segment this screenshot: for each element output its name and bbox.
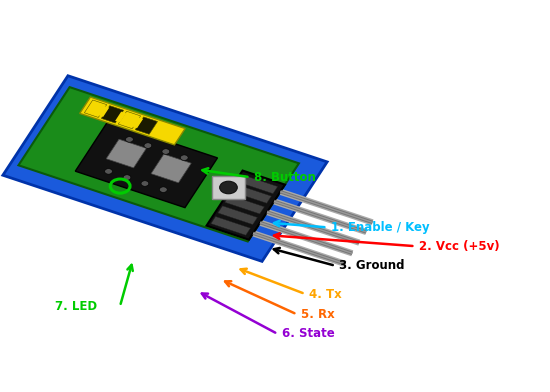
Text: 7. LED: 7. LED [55, 300, 97, 313]
Text: 3. Ground: 3. Ground [339, 259, 405, 272]
Circle shape [219, 181, 237, 194]
Text: 6. State: 6. State [282, 327, 334, 341]
Polygon shape [19, 87, 299, 241]
Polygon shape [211, 216, 250, 235]
Text: 1. Enable / Key: 1. Enable / Key [331, 221, 430, 234]
Polygon shape [212, 176, 245, 199]
Polygon shape [84, 100, 107, 118]
Polygon shape [75, 122, 217, 208]
Polygon shape [135, 117, 157, 134]
Circle shape [162, 149, 169, 154]
Polygon shape [151, 154, 191, 183]
Circle shape [180, 155, 188, 160]
Polygon shape [218, 206, 257, 225]
Polygon shape [101, 105, 124, 123]
Circle shape [144, 143, 152, 148]
Polygon shape [207, 171, 285, 240]
Circle shape [104, 169, 112, 174]
Polygon shape [118, 111, 141, 129]
Text: 2. Vcc (+5v): 2. Vcc (+5v) [419, 240, 500, 253]
Polygon shape [98, 106, 109, 117]
Polygon shape [80, 97, 185, 145]
Circle shape [125, 137, 133, 142]
Polygon shape [225, 195, 265, 214]
Polygon shape [3, 76, 327, 261]
Polygon shape [106, 139, 146, 168]
Text: 5. Rx: 5. Rx [301, 308, 334, 321]
Circle shape [123, 175, 131, 180]
Circle shape [160, 187, 167, 192]
Polygon shape [238, 175, 278, 194]
Polygon shape [115, 112, 126, 123]
Polygon shape [132, 117, 143, 128]
Text: 8. Button: 8. Button [254, 171, 316, 184]
Circle shape [141, 181, 149, 186]
Polygon shape [232, 185, 271, 203]
Text: 4. Tx: 4. Tx [309, 287, 342, 301]
